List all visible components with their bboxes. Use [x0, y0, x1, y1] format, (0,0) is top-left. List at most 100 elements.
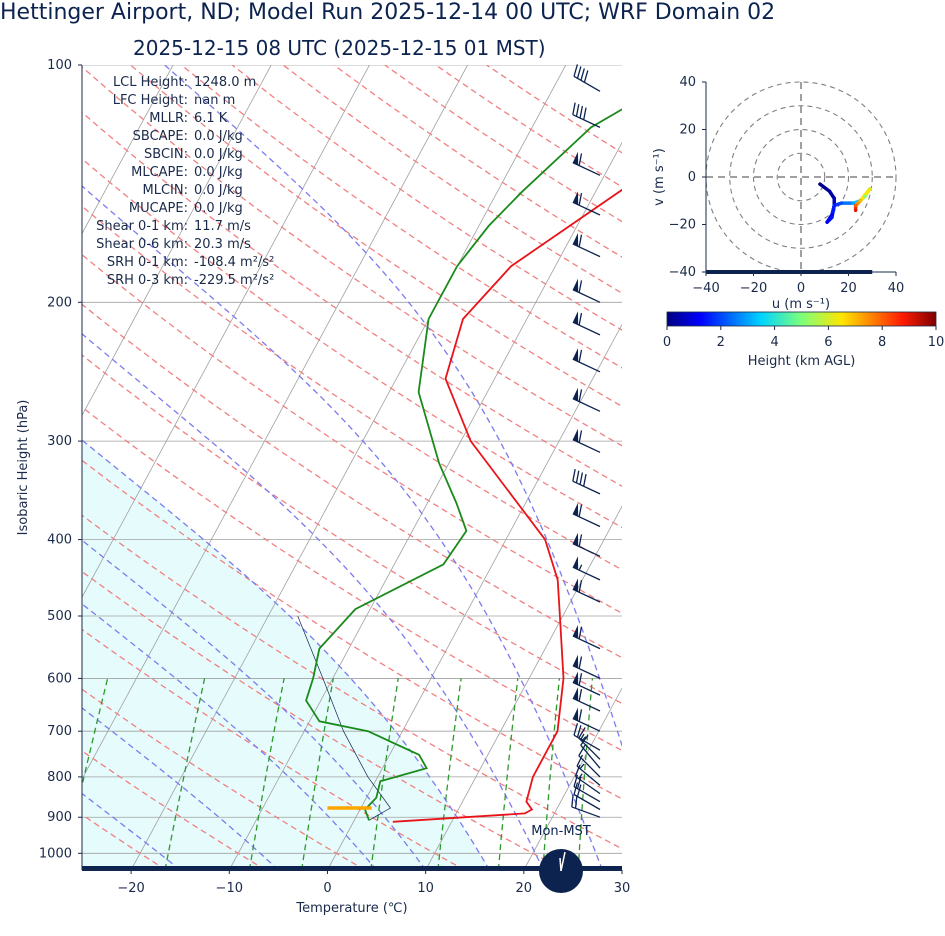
skew-t-plot-area [82, 65, 643, 870]
hodograph-y-label: v (m s⁻¹) [652, 148, 667, 206]
barb-feather [578, 580, 583, 593]
wind-barb [572, 468, 601, 495]
barb-feather [578, 689, 583, 702]
barb-feather [578, 153, 583, 166]
colorbar-tick-label: 10 [928, 335, 945, 350]
hodograph-x-label: u (m s⁻¹) [772, 297, 830, 312]
wind-barb [572, 532, 601, 557]
mixing-ratio-line [633, 678, 643, 870]
index-value: 1248.0 m [194, 75, 256, 90]
hodograph-point [832, 203, 836, 208]
dry-adiabat [435, 65, 622, 188]
barb-flag [572, 578, 579, 592]
barb-feather [572, 468, 576, 482]
chart-subtitle: 2025-12-15 08 UTC (2025-12-15 01 MST) [133, 36, 546, 60]
index-label: SRH 0-1 km: [107, 255, 188, 270]
y-tick-label: 1000 [39, 846, 72, 861]
barb-flag [572, 502, 579, 517]
barb-flag [572, 348, 579, 362]
isotherm-line [130, 65, 567, 870]
hodograph: −40 −20 0 20 40 40 20 0 −20 −40 u (m s⁻¹) v (m s⁻¹) [652, 75, 904, 312]
barb-feather [578, 744, 586, 757]
barb-shaft [571, 806, 601, 818]
index-value: 6.1 K [194, 111, 228, 126]
index-label: SRH 0-3 km: [107, 273, 188, 288]
cape-shading [82, 65, 490, 870]
barb-feather [573, 64, 579, 77]
barb-half-feather [578, 773, 583, 780]
barb-feather [583, 107, 587, 120]
wind-barb [572, 233, 601, 258]
y-tick-label: 700 [47, 724, 72, 739]
wind-barb [572, 556, 601, 581]
colorbar: 0 2 4 6 8 10 Height (km AGL) [663, 311, 945, 369]
wind-barb [572, 311, 601, 336]
moist-adiabat [82, 792, 181, 870]
x-tick-label: −10 [216, 881, 243, 896]
barb-flag [572, 625, 579, 639]
moist-adiabat [82, 185, 603, 870]
wind-barb [580, 734, 601, 769]
barb-feather [572, 102, 576, 115]
index-label: MLCAPE: [131, 165, 188, 180]
y-tick-label: 400 [47, 533, 72, 548]
wind-barb [576, 754, 601, 786]
barb-shaft [576, 765, 601, 786]
colorbar-label: Height (km AGL) [748, 354, 856, 369]
index-value: 0.0 J/kg [194, 129, 243, 144]
y-tick-label: 600 [47, 671, 72, 686]
wind-barb [578, 744, 601, 778]
barb-half-feather [578, 564, 583, 571]
hodograph-point [830, 213, 834, 217]
y-tick-label: 500 [47, 609, 72, 624]
hodograph-point [825, 220, 829, 224]
barb-flag [572, 687, 579, 701]
barb-feather [573, 782, 579, 795]
index-value: -108.4 m²/s² [194, 255, 274, 270]
dry-adiabat [82, 514, 622, 850]
barb-shaft [575, 775, 601, 795]
isotherm-line [523, 687, 622, 870]
barb-feather [578, 389, 583, 402]
barb-feather [578, 534, 583, 547]
barb-feather [574, 764, 581, 777]
barb-feather [580, 734, 589, 746]
hodograph-y-tick-label: 0 [688, 170, 696, 185]
hodograph-y-tick-label: 40 [679, 75, 696, 90]
barb-feather [580, 68, 585, 81]
moist-adiabat [82, 539, 427, 870]
colorbar-tick-label: 4 [770, 335, 778, 350]
dry-adiabat [333, 65, 622, 258]
y-tick-label: 100 [47, 58, 72, 73]
hodograph-point [839, 201, 843, 205]
moist-adiabat [82, 707, 279, 870]
y-tick-label: 300 [47, 434, 72, 449]
y-tick-label: 800 [47, 770, 72, 785]
dry-adiabat [82, 253, 622, 614]
dry-adiabat [82, 750, 266, 870]
mixing-ratio-line [437, 678, 462, 870]
barb-feather [578, 727, 586, 739]
barb-flag [572, 428, 579, 443]
isotherm-line [425, 505, 622, 870]
wind-barb [573, 723, 601, 751]
index-label: LFC Height: [113, 93, 188, 108]
index-value: 0.0 J/kg [194, 183, 243, 198]
index-label: SBCIN: [144, 147, 188, 162]
clock-label: Mon-MST [531, 824, 591, 839]
wind-barb [572, 654, 601, 679]
hodograph-point [868, 187, 872, 191]
barb-feather [578, 349, 583, 363]
y-axis-label: Isobaric Height (hPa) [16, 400, 31, 536]
barb-shaft [573, 734, 601, 751]
sounding-indices: LCL Height: 1248.0 m LFC Height: nan m MLLR:… [96, 75, 274, 288]
hodograph-x-tick-label: 0 [797, 281, 805, 296]
dry-adiabat [82, 354, 622, 705]
hodograph-x-tick-label: 20 [840, 281, 857, 296]
hodograph-point [818, 182, 822, 186]
clock-widget: Mon-MST [531, 824, 591, 893]
mixing-ratio-line [82, 678, 109, 789]
isotherm-line [82, 65, 272, 417]
hodograph-point [858, 199, 862, 203]
wind-barbs [571, 64, 601, 818]
